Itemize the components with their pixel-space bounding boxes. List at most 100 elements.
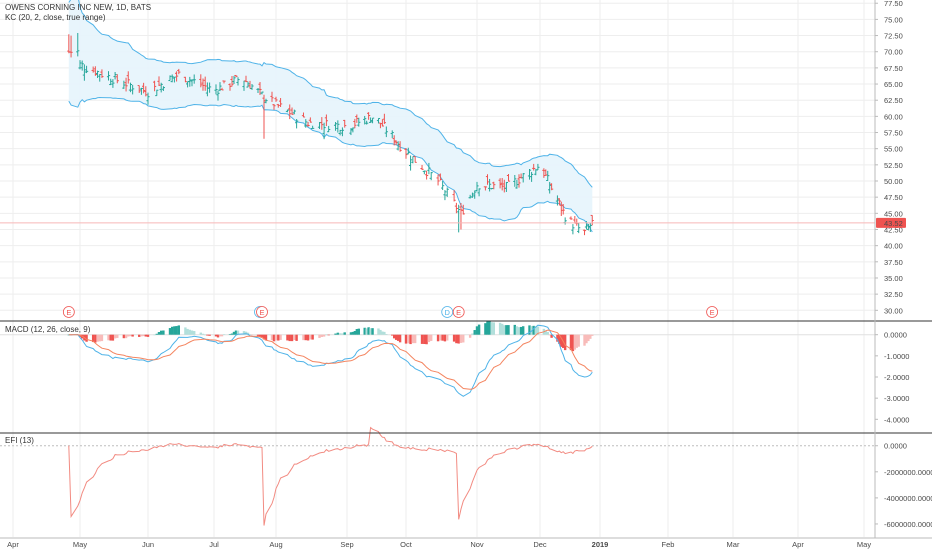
channel-fill xyxy=(68,0,593,232)
candle xyxy=(285,109,290,113)
macd-histogram-bar xyxy=(486,321,489,335)
macd-histogram-bar xyxy=(264,334,268,341)
macd-histogram-bar xyxy=(413,334,417,344)
macd-histogram-bar xyxy=(336,332,340,335)
macd-histogram-bar xyxy=(513,324,516,335)
macd-histogram-bar xyxy=(379,329,382,335)
macd-histogram-bar xyxy=(260,334,264,338)
macd-histogram-bar xyxy=(306,334,310,341)
candle xyxy=(246,81,250,88)
candle xyxy=(351,127,355,133)
macd-histogram-bar xyxy=(355,329,359,335)
candle xyxy=(84,65,89,74)
marker-circle xyxy=(256,306,268,318)
macd-histogram-bar xyxy=(94,334,97,343)
candle xyxy=(461,204,465,215)
axis-tick-label: 77.50 xyxy=(884,0,903,8)
candle xyxy=(292,109,296,115)
macd-histogram-bar xyxy=(334,333,337,335)
candle xyxy=(353,118,357,129)
time-axis-label: Jun xyxy=(142,540,154,549)
time-axis-label: Dec xyxy=(533,540,547,549)
macd-histogram-bar xyxy=(236,330,240,335)
macd-pane[interactable] xyxy=(0,321,875,397)
macd-signal-line xyxy=(68,329,593,390)
macd-histogram-bar xyxy=(353,331,357,335)
macd-histogram-bar xyxy=(124,334,128,339)
macd-histogram-bar xyxy=(129,334,132,337)
candle xyxy=(98,73,102,82)
macd-histogram-bar xyxy=(377,328,380,335)
earnings-marker-icon[interactable]: E xyxy=(62,306,75,318)
macd-histogram-bar xyxy=(534,326,537,335)
macd-histogram-bar xyxy=(349,332,353,335)
axis-tick-label: -1.0000 xyxy=(884,352,909,361)
macd-histogram-bar xyxy=(206,334,209,336)
time-axis-label: Nov xyxy=(470,540,484,549)
macd-histogram-bar xyxy=(583,334,586,346)
candle xyxy=(82,64,86,81)
keltner-channel xyxy=(68,0,593,233)
candle xyxy=(276,103,280,108)
efi-pane[interactable] xyxy=(0,426,875,526)
macd-histogram-bar xyxy=(365,328,368,335)
macd-histogram-bar xyxy=(396,334,400,341)
candle xyxy=(441,181,445,191)
macd-histogram-bar xyxy=(436,334,440,342)
candle xyxy=(370,117,375,124)
candle xyxy=(340,127,345,137)
macd-histogram-bar xyxy=(573,334,577,350)
candle xyxy=(80,60,84,71)
candle xyxy=(559,201,563,216)
macd-histogram-bar xyxy=(556,334,559,342)
macd-histogram-bar xyxy=(177,325,180,335)
macd-histogram-bar xyxy=(232,331,236,335)
earnings-marker-icon[interactable]: E xyxy=(452,306,465,318)
macd-histogram-bar xyxy=(188,329,191,335)
macd-histogram-bar xyxy=(168,328,172,335)
candle xyxy=(161,86,165,91)
candle xyxy=(111,79,115,88)
candle xyxy=(320,117,324,130)
macd-histogram-bar xyxy=(528,325,531,335)
candle xyxy=(485,174,490,185)
marker-label: D xyxy=(445,308,451,317)
macd-histogram-bar xyxy=(277,334,280,341)
candle xyxy=(288,104,292,120)
candle xyxy=(392,135,396,146)
candle xyxy=(175,71,179,82)
candle xyxy=(131,84,135,95)
candle xyxy=(457,204,461,233)
event-markers[interactable]: EDEDEE xyxy=(62,306,719,318)
candle xyxy=(517,174,521,188)
candle xyxy=(258,82,262,95)
time-axis-label: Sep xyxy=(340,540,353,549)
candle xyxy=(76,32,80,57)
candle xyxy=(408,155,413,171)
macd-histogram-bar xyxy=(443,334,447,342)
candle xyxy=(126,71,130,84)
candle xyxy=(144,86,148,97)
dividend-marker-icon[interactable]: D xyxy=(441,306,454,318)
last-price-badge: 43.52 xyxy=(876,217,906,228)
candle xyxy=(380,119,384,127)
earnings-marker-icon[interactable]: E xyxy=(256,306,268,318)
candle xyxy=(208,82,212,93)
candle xyxy=(338,129,342,136)
candle xyxy=(262,94,266,139)
price-candles[interactable] xyxy=(0,32,875,236)
candle xyxy=(490,187,494,190)
earnings-marker-icon[interactable]: E xyxy=(706,306,719,318)
macd-histogram-bar xyxy=(587,334,590,342)
candle xyxy=(513,174,517,187)
candle xyxy=(170,74,174,83)
macd-histogram-bar xyxy=(457,334,460,344)
candle xyxy=(230,75,234,87)
macd-histogram-bar xyxy=(220,334,224,337)
macd-histogram-bar xyxy=(411,334,415,344)
candle xyxy=(155,89,159,97)
macd-histogram-bar xyxy=(290,334,294,342)
candle xyxy=(304,119,308,128)
axis-tick-label: 65.00 xyxy=(884,80,903,89)
